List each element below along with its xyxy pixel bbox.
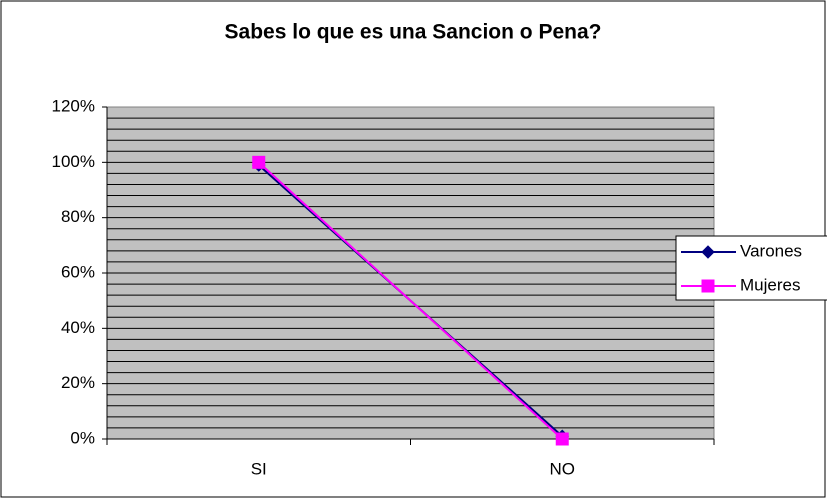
chart-title: Sabes lo que es una Sancion o Pena? — [225, 21, 602, 44]
y-tick-label: 100% — [52, 152, 95, 171]
x-tick-label: NO — [550, 459, 576, 478]
y-tick-label: 80% — [61, 207, 95, 226]
marker — [701, 279, 715, 293]
y-tick-label: 20% — [61, 373, 95, 392]
marker — [252, 155, 266, 169]
y-tick-label: 60% — [61, 262, 95, 281]
y-tick-label: 0% — [70, 428, 95, 447]
series-line — [258, 161, 563, 440]
marker — [555, 432, 569, 446]
x-tick-label: SI — [251, 459, 267, 478]
legend-box — [675, 235, 827, 301]
marker — [701, 245, 715, 259]
y-tick-label: 40% — [61, 318, 95, 337]
legend-label: Mujeres — [740, 275, 800, 294]
legend-label: Varones — [740, 241, 802, 260]
y-tick-label: 120% — [52, 96, 95, 115]
